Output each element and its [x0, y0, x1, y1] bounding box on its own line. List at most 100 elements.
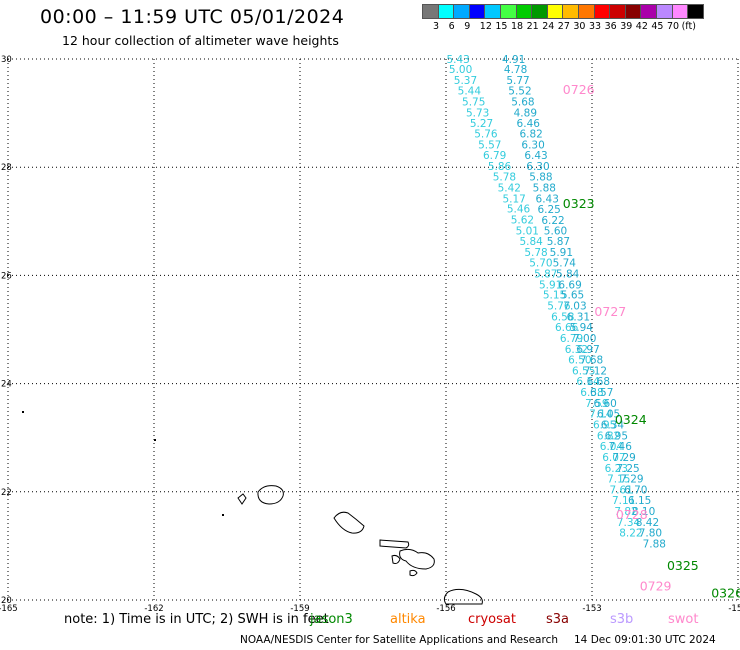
islet-1: [22, 411, 24, 413]
wave-height-label: 6.70: [624, 484, 647, 496]
wave-height-label: 7.03: [563, 300, 586, 312]
wave-height-label: 6.07: [602, 452, 625, 464]
wave-height-label: 5.74: [553, 258, 577, 270]
wave-height-label: 5.91: [550, 247, 573, 259]
wave-height-label: 5.01: [516, 225, 539, 237]
wave-height-label: 7.80: [639, 528, 662, 540]
lanai-island: [391, 554, 401, 564]
footer-credit: NOAA/NESDIS Center for Satellite Applica…: [240, 634, 716, 646]
wave-height-label: 7.68: [580, 355, 603, 367]
wave-height-label: 6.04: [600, 441, 624, 453]
wave-height-label: 5.42: [498, 183, 521, 195]
kahoolawe-island: [409, 569, 418, 577]
wave-height-label: 7.29: [620, 474, 643, 486]
wave-height-label: 5.76: [474, 128, 498, 140]
kauai-island: [257, 485, 284, 505]
wave-height-label: 7.34: [617, 517, 641, 529]
wave-height-label: 5.70: [529, 258, 552, 270]
wave-height-label: 5.17: [502, 193, 525, 205]
legend-label: 9: [464, 21, 471, 32]
satellite-legend-s3b: s3b: [610, 612, 634, 627]
lat-tick-label: 24: [1, 380, 12, 390]
wave-height-label: 6.69: [558, 279, 581, 291]
wave-height-label: 8.42: [636, 517, 659, 529]
lat-tick-label: 20: [1, 596, 12, 606]
wave-height-label: 6.15: [628, 495, 651, 507]
wave-height-label: 6.23: [605, 463, 628, 475]
wave-height-label: 5.76: [547, 300, 571, 312]
credit-text: NOAA/NESDIS Center for Satellite Applica…: [240, 634, 558, 646]
wave-height-label: 5.88: [533, 183, 556, 195]
wave-height-label: 6.60: [593, 398, 616, 410]
wave-height-label: 7.11: [612, 495, 635, 507]
legend-label: 39: [620, 21, 633, 32]
wave-height-label: 5.65: [561, 290, 584, 302]
wave-height-label: 7.12: [584, 365, 607, 377]
footer-note-row: note: 1) Time is in UTC; 2) SWH is in fe…: [0, 612, 740, 630]
wave-height-label: 5.87: [547, 236, 570, 248]
wave-height-label: 5.88: [529, 172, 552, 184]
pass-time-label: 0726: [563, 82, 595, 97]
wave-height-label: 7.59: [585, 398, 608, 410]
wave-height-label: 5.87: [534, 269, 557, 281]
wave-height-label: 6.79: [483, 150, 506, 162]
pass-time-label: 0729: [640, 578, 672, 593]
wave-height-observations: 5.435.005.375.445.755.735.275.765.576.79…: [446, 54, 666, 551]
satellite-legend-swot: swot: [668, 612, 699, 627]
big-island: [443, 588, 483, 605]
page-subtitle: 12 hour collection of altimeter wave hei…: [62, 33, 339, 48]
units-note: note: 1) Time is in UTC; 2) SWH is in fe…: [64, 612, 329, 627]
legend-label: 27: [557, 21, 570, 32]
wave-height-label: 6.14: [576, 376, 600, 388]
legend-label: 18: [511, 21, 524, 32]
wave-height-label: 5.78: [493, 172, 516, 184]
satellite-legend-altika: altika: [390, 612, 426, 627]
pass-time-label: 0727: [594, 304, 626, 319]
legend-swatch: [687, 4, 704, 19]
page-title: 00:00 – 11:59 UTC 05/01/2024: [40, 6, 345, 28]
pass-time-label: 0326: [711, 585, 740, 600]
wave-height-label: 5.86: [488, 161, 512, 173]
lon-tick-label: -150: [728, 604, 740, 614]
wave-height-label: 8.22: [619, 528, 642, 540]
legend-label: 12: [479, 21, 492, 32]
wave-height-label: 5.73: [466, 107, 489, 119]
wave-height-label: 6.50: [568, 355, 591, 367]
legend-label: 45: [651, 21, 664, 32]
pass-time-labels: 0726 0323 0727 0324 0728 0325 0729 0326: [563, 82, 740, 600]
wave-height-label: 5.52: [508, 86, 531, 98]
wave-height-label: 6.32: [565, 344, 588, 356]
wave-height-label: 7.14: [589, 409, 613, 421]
hawaiian-islands-coastline: [22, 411, 483, 605]
wave-height-label: 6.95: [605, 430, 628, 442]
wave-height-label: 5.62: [511, 214, 534, 226]
legend-unit: (ft): [681, 21, 696, 32]
wave-height-label: 6.57: [590, 387, 613, 399]
legend-label: 24: [542, 21, 555, 32]
wave-height-label: 4.78: [504, 64, 527, 76]
satellite-legend-s3a: s3a: [546, 612, 570, 627]
wave-height-label: 5.75: [462, 97, 485, 109]
wave-height-label: 7.00: [573, 333, 596, 345]
molokai-island: [379, 539, 410, 549]
wave-height-label: 5.68: [511, 97, 534, 109]
wave-height-label: 6.79: [560, 333, 583, 345]
wave-height-label: 7.46: [609, 441, 633, 453]
wave-height-label: 6.38: [580, 387, 603, 399]
pass-time-label: 0325: [667, 558, 699, 573]
wave-height-label: 6.97: [576, 344, 599, 356]
wave-height-label: 6.66: [555, 322, 579, 334]
wave-height-label: 6.30: [521, 139, 544, 151]
niihau-island: [237, 493, 247, 505]
islet-3: [222, 514, 224, 516]
lon-tick-label: -156: [436, 604, 455, 614]
legend-label: 33: [589, 21, 602, 32]
wave-height-label: 7.88: [643, 539, 666, 551]
wave-height-label: 8.10: [632, 506, 655, 518]
wave-height-label: 6.30: [526, 161, 549, 173]
generated-timestamp: 14 Dec 09:01:30 UTC 2024: [574, 634, 716, 646]
wave-height-label: 6.46: [517, 118, 541, 130]
lat-tick-label: 26: [1, 271, 12, 281]
legend-label: 30: [573, 21, 586, 32]
